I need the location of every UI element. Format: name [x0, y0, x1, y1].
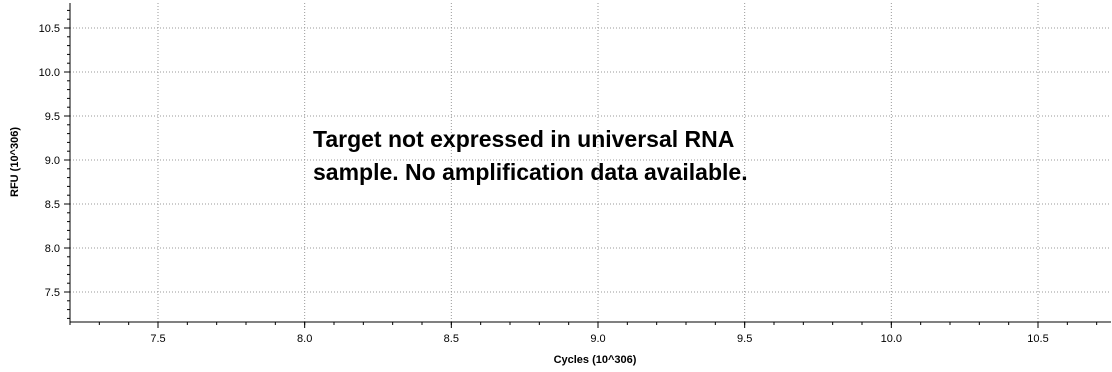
y-tick-label: 9.5: [45, 111, 60, 123]
no-data-message-line-1: Target not expressed in universal RNA: [313, 126, 734, 152]
y-axis-ticks: 7.5 8.0 8.5 9.0 9.5 10.0 10.5: [39, 9, 70, 319]
x-axis-title: Cycles (10^306): [554, 354, 637, 366]
y-tick-label: 9.0: [45, 155, 60, 167]
axes: [69, 3, 1111, 323]
x-tick-label: 8.5: [444, 333, 459, 345]
y-tick-label: 8.5: [45, 199, 60, 211]
x-tick-label: 8.0: [297, 333, 312, 345]
x-tick-label: 10.0: [881, 333, 902, 345]
y-axis-title: RFU (10^306): [9, 127, 21, 197]
x-tick-label: 7.5: [150, 333, 165, 345]
no-data-message-line-2: sample. No amplification data available.: [313, 159, 748, 185]
y-tick-label: 10.5: [39, 23, 60, 35]
y-tick-label: 10.0: [39, 67, 60, 79]
x-tick-label: 10.5: [1027, 333, 1048, 345]
x-axis-ticks: 7.5 8.0 8.5 9.0 9.5 10.0 10.5: [69, 322, 1098, 345]
x-tick-label: 9.5: [737, 333, 752, 345]
x-tick-label: 9.0: [590, 333, 605, 345]
y-tick-label: 8.0: [45, 243, 60, 255]
grid: [70, 3, 1111, 322]
y-tick-label: 7.5: [45, 287, 60, 299]
